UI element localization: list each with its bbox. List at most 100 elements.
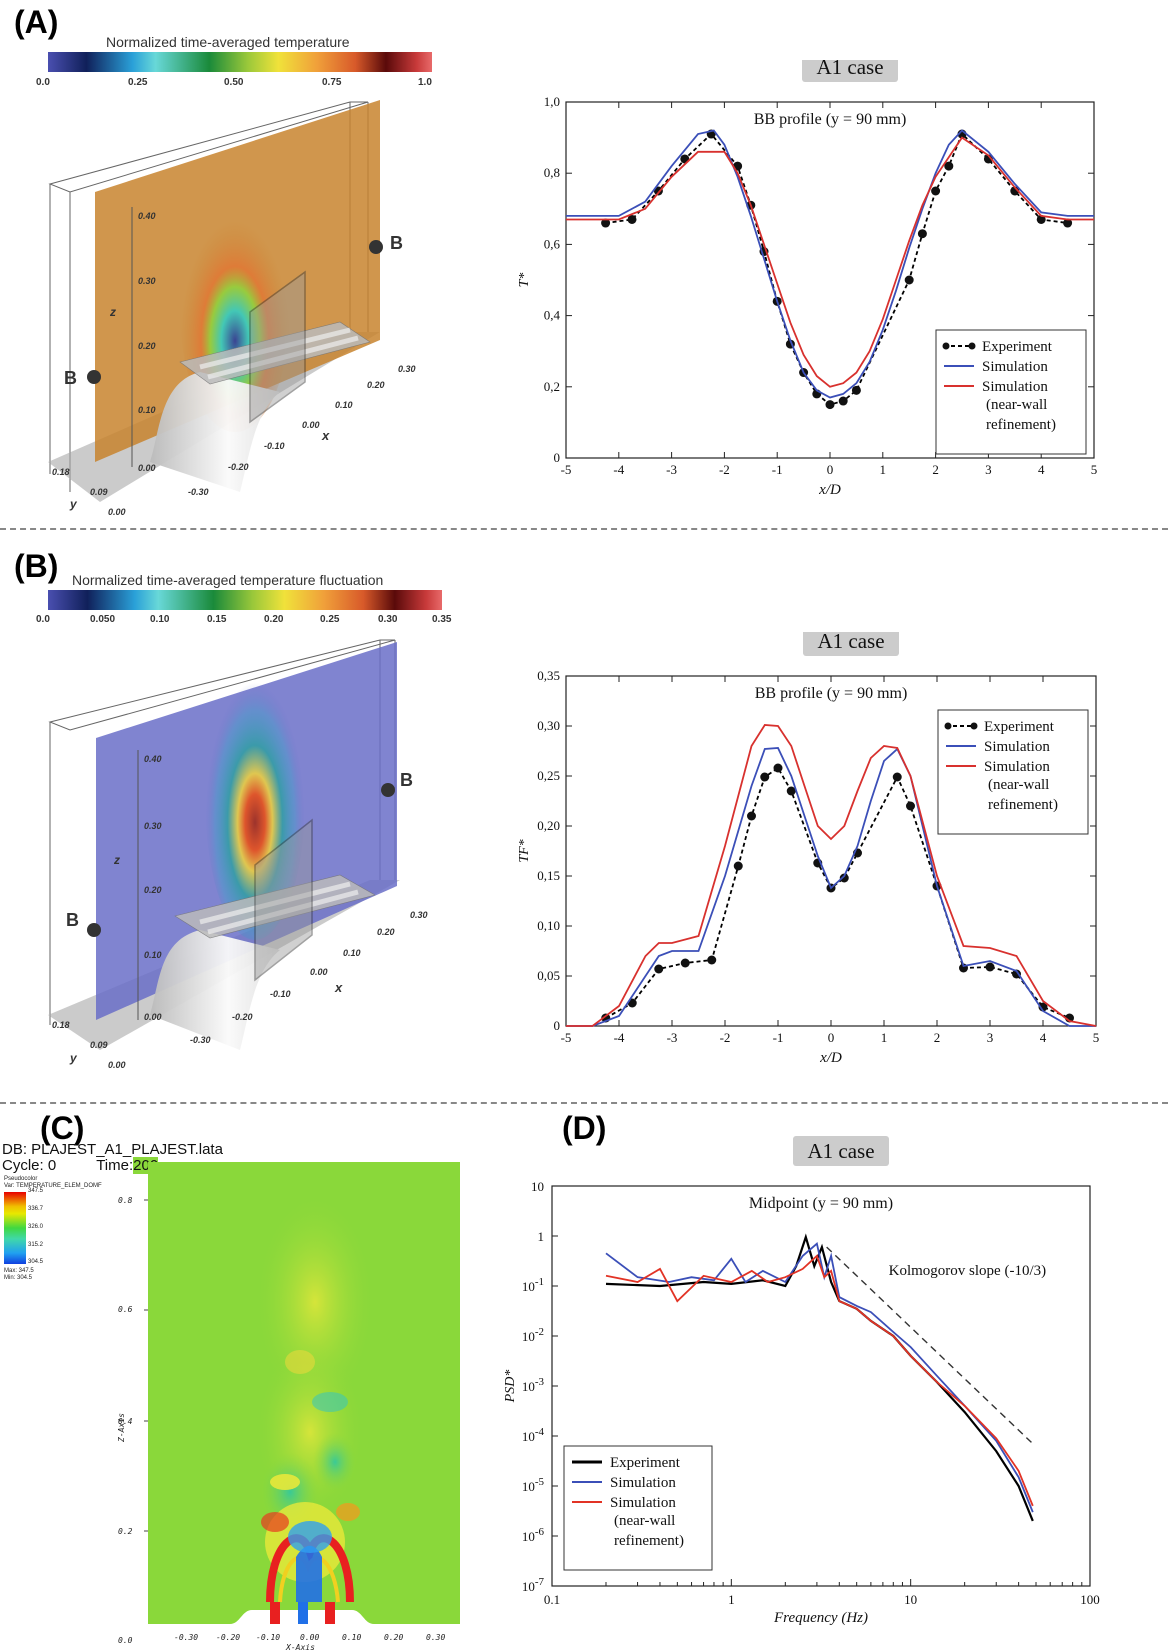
legend-swatch-marker xyxy=(944,722,952,730)
data-point xyxy=(654,964,664,974)
colorbar-tick: 0.25 xyxy=(320,614,340,625)
point-b-sphere xyxy=(369,240,383,254)
series-group xyxy=(605,1233,1034,1522)
chart-badge-bg xyxy=(803,632,899,656)
x-tick-label: -1 xyxy=(772,462,783,477)
x-tick-label: -2 xyxy=(719,462,730,477)
chart-badge: A1 case xyxy=(807,1139,874,1163)
colorbar-tick: 0.30 xyxy=(378,614,398,625)
x-tick: -0.30 xyxy=(190,1035,211,1045)
z-tick: 0.10 xyxy=(144,950,162,960)
x-tick: 0.00 xyxy=(310,967,328,977)
y-axis-title: y xyxy=(69,497,78,511)
y-tick-label: 0,35 xyxy=(537,668,560,683)
panel-label-c: (C) xyxy=(40,1110,85,1146)
y-tick-label: 0,05 xyxy=(537,968,560,983)
colorbar-tick: 0.35 xyxy=(432,614,452,625)
colorbar-tick: 0.50 xyxy=(224,77,244,88)
z-tick: 0.10 xyxy=(138,405,156,415)
visit-legend-tick: 347.5 xyxy=(28,1188,44,1194)
visit-z-tick: 0.4 xyxy=(118,1417,133,1426)
data-point xyxy=(747,811,756,821)
colorbar-tick: 0.15 xyxy=(207,614,227,625)
z-axis-title: z xyxy=(109,305,116,319)
x-axis-label: x/D xyxy=(819,1050,842,1066)
series-line xyxy=(566,129,1094,399)
visit-x-tick: 0.20 xyxy=(384,1633,403,1642)
visit-z-tick: 0.2 xyxy=(118,1527,133,1536)
x-axis-title: x xyxy=(334,980,343,995)
series-line xyxy=(605,132,1068,406)
legend-box xyxy=(935,329,1087,455)
colorbar-tick: 0.20 xyxy=(264,614,284,625)
x-tick-label: 0.1 xyxy=(544,1592,560,1607)
visit-db-line: DB: PLAJEST_A1_PLAJEST.lata xyxy=(2,1141,223,1158)
visit-legend-header: Pseudocolor Var: TEMPERATURE_ELEM_DOMF xyxy=(4,1176,102,1190)
visit-x-tick: 0.10 xyxy=(342,1633,361,1642)
y-tick-label: 0,4 xyxy=(544,308,561,323)
x-tick-label: -3 xyxy=(667,1030,678,1045)
chart-d: A1 case Midpoint (y = 90 mm) 0.1 1 10 100 10 1 1… xyxy=(503,1136,1100,1626)
visit-legend-type: Pseudocolor xyxy=(4,1176,38,1182)
series-line xyxy=(566,136,1094,388)
colorbar-b xyxy=(48,590,442,610)
x-tick-label: -3 xyxy=(666,462,677,477)
y-tick-label: 10-1 xyxy=(522,1276,544,1294)
data-point xyxy=(1038,1002,1048,1012)
data-point xyxy=(773,763,783,773)
y-tick-label: 0,25 xyxy=(537,768,560,783)
legend-label: Experiment xyxy=(610,1455,681,1471)
legend-label: Simulation xyxy=(610,1495,676,1511)
panel-label-d: (D) xyxy=(562,1110,607,1146)
chart-subtitle: BB profile (y = 90 mm) xyxy=(755,685,908,702)
y-tick-label: 1,0 xyxy=(544,94,560,109)
legend-swatch-marker xyxy=(968,342,976,350)
point-b-label: B xyxy=(390,233,403,253)
x-tick: 0.30 xyxy=(398,364,416,374)
x-tick: -0.20 xyxy=(228,462,249,472)
z-tick: 0.20 xyxy=(138,341,156,351)
z-tick: 0.30 xyxy=(144,821,162,831)
x-tick-label: 4 xyxy=(1038,462,1045,477)
y-tick-label: 10 xyxy=(531,1179,544,1194)
x-tick-label: 2 xyxy=(934,1030,941,1045)
y-axis-label: T* xyxy=(517,273,532,288)
colorbar-a xyxy=(48,52,432,72)
colorbar-title-b: Normalized time-averaged temperature flu… xyxy=(72,572,384,588)
y-tick-label: 10-7 xyxy=(522,1576,545,1594)
y-tick-label: 10-5 xyxy=(522,1476,545,1494)
legend-label: (near-wall xyxy=(614,1513,675,1529)
z-axis-title: z xyxy=(113,853,120,867)
visit-x-axis-title: X-Axis xyxy=(285,1643,315,1652)
visit-time-label: Time: xyxy=(96,1157,134,1174)
colorbar-tick: 0.0 xyxy=(36,77,50,88)
legend-label: Simulation xyxy=(982,359,1048,375)
data-point xyxy=(760,772,770,782)
x-tick-label: 4 xyxy=(1040,1030,1047,1045)
y-tick: 0.18 xyxy=(52,467,70,477)
x-tick: -0.30 xyxy=(188,487,209,497)
visit-header: DB: PLAJEST_A1_PLAJEST.lata Cycle: 0 Time… xyxy=(2,1142,223,1174)
y-tick-label: 0,30 xyxy=(537,718,560,733)
x-tick-label: -1 xyxy=(773,1030,784,1045)
x-tick-label: 100 xyxy=(1080,1592,1100,1607)
x-tick: 0.20 xyxy=(377,927,395,937)
data-point xyxy=(931,186,941,196)
y-tick-label: 10-6 xyxy=(522,1526,545,1544)
y-tick: 0.00 xyxy=(108,507,126,517)
data-point xyxy=(985,962,995,972)
legend-label: (near-wall xyxy=(988,777,1049,793)
visit-x-tick: 0.00 xyxy=(300,1633,319,1642)
y-tick-label: 10-4 xyxy=(522,1426,545,1444)
visit-x-tick: -0.30 xyxy=(174,1633,198,1642)
x-tick-label: -4 xyxy=(613,462,624,477)
legend-label: Simulation xyxy=(984,759,1050,775)
legend-label: Simulation xyxy=(610,1475,676,1491)
z-tick: 0.40 xyxy=(138,211,156,221)
visit-x-tick: -0.20 xyxy=(216,1633,240,1642)
visit-legend-range: Max: 347.5 Min: 304.5 xyxy=(4,1268,34,1282)
kolmogorov-annotation: Kolmogorov slope (-10/3) xyxy=(889,1263,1046,1279)
legend-label: refinement) xyxy=(986,417,1056,433)
y-tick: 0.09 xyxy=(90,487,108,497)
legend-label: Simulation xyxy=(982,379,1048,395)
